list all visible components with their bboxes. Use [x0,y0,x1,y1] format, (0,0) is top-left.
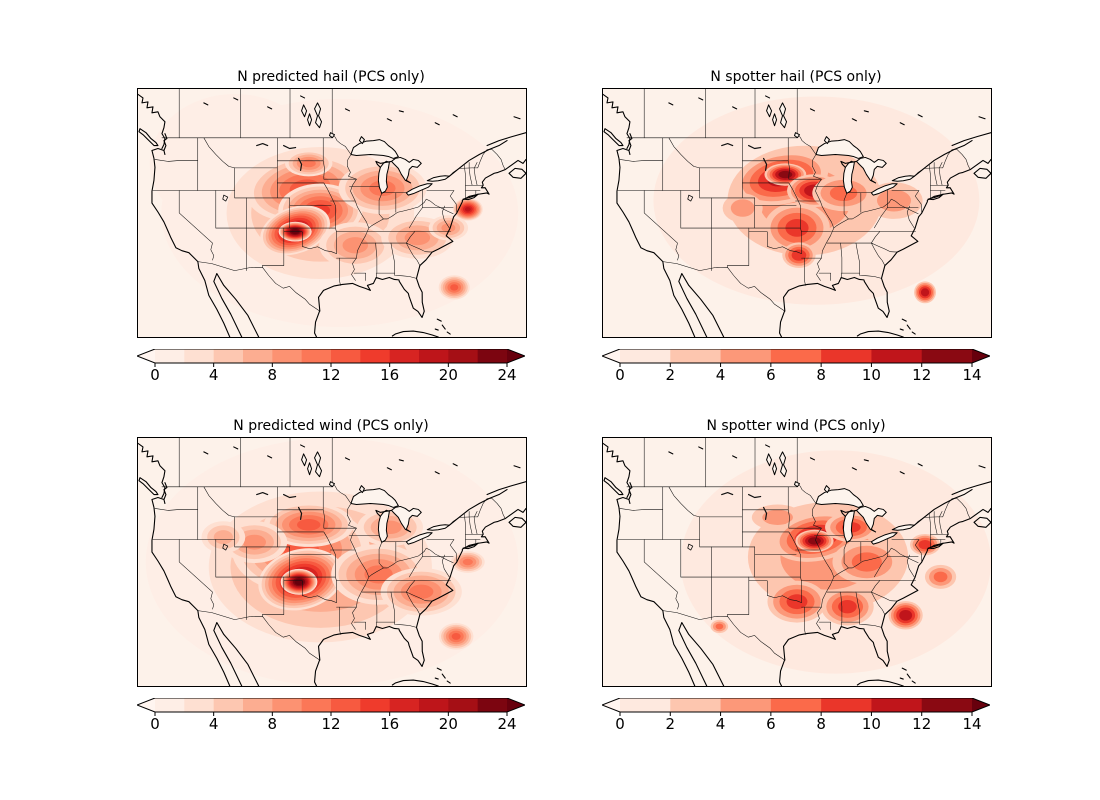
colorbar-tick-label: 24 [497,715,517,733]
colorbar-tick-label: 0 [150,715,160,733]
map-predicted-hail [137,88,527,338]
colorbar-tick-label: 4 [208,366,219,384]
colorbar-tick-label: 14 [962,366,982,384]
subplot-title: N predicted wind (PCS only) [233,418,429,434]
contour-map-svg [603,438,991,686]
colorbar-tick-label: 8 [816,366,826,384]
colorbar-svg [137,698,525,716]
colorbar-predicted-hail: 0 4 8 12 16 20 24 [137,349,525,393]
colorbar-tick-label: 10 [861,366,881,384]
colorbar-spotter-hail: 0 2 4 6 8 10 12 14 [602,349,990,393]
colorbar-tick-label: 4 [715,366,726,384]
subplot-title: N predicted hail (PCS only) [237,69,425,85]
subplot-title: N spotter hail (PCS only) [710,69,882,85]
colorbar-tick-label: 24 [497,366,517,384]
colorbar-svg [602,698,990,716]
colorbar-tick-label: 8 [267,366,278,384]
colorbar-labels: 0 4 8 12 16 20 24 [137,715,525,737]
colorbar-tick-label: 12 [912,715,932,733]
colorbar-tick-label: 12 [912,366,932,384]
colorbar-tick-label: 0 [150,366,160,384]
colorbar-tick-label: 0 [615,366,625,384]
colorbar-svg [602,349,990,367]
colorbar-tick-label: 16 [380,715,400,733]
contour-map-svg [603,89,991,337]
colorbar-svg [137,349,525,367]
colorbar-tick-label: 14 [962,715,982,733]
contour-map-svg [138,89,526,337]
map-spotter-hail [602,88,992,338]
colorbar-labels: 0 2 4 6 8 10 12 14 [602,715,990,737]
colorbar-tick-label: 2 [665,715,676,733]
colorbar-predicted-wind: 0 4 8 12 16 20 24 [137,698,525,742]
map-predicted-wind [137,437,527,687]
colorbar-tick-label: 0 [615,715,625,733]
colorbar-tick-label: 20 [438,366,458,384]
colorbar-tick-label: 10 [861,715,881,733]
map-spotter-wind [602,437,992,687]
subplot-predicted-wind: N predicted wind (PCS only) 0 4 8 12 16 20 24 [137,418,527,742]
colorbar-tick-label: 8 [267,715,278,733]
colorbar-tick-label: 20 [438,715,458,733]
subplot-spotter-hail: N spotter hail (PCS only) 0 2 4 6 8 10 12 14 [602,69,992,393]
colorbar-tick-label: 6 [766,366,776,384]
colorbar-labels: 0 4 8 12 16 20 24 [137,366,525,388]
subplot-title: N spotter wind (PCS only) [706,418,886,434]
colorbar-tick-label: 6 [766,715,776,733]
colorbar-tick-label: 4 [208,715,219,733]
colorbar-tick-label: 12 [321,366,341,384]
colorbar-tick-label: 12 [321,715,341,733]
subplot-spotter-wind: N spotter wind (PCS only) 0 2 4 6 8 10 12 14 [602,418,992,742]
colorbar-tick-label: 2 [665,366,676,384]
contour-map-svg [138,438,526,686]
colorbar-labels: 0 2 4 6 8 10 12 14 [602,366,990,388]
colorbar-tick-label: 8 [816,715,826,733]
colorbar-tick-label: 4 [715,715,726,733]
colorbar-tick-label: 16 [380,366,400,384]
colorbar-spotter-wind: 0 2 4 6 8 10 12 14 [602,698,990,742]
subplot-predicted-hail: N predicted hail (PCS only) 0 4 8 12 16 20 24 [137,69,527,393]
